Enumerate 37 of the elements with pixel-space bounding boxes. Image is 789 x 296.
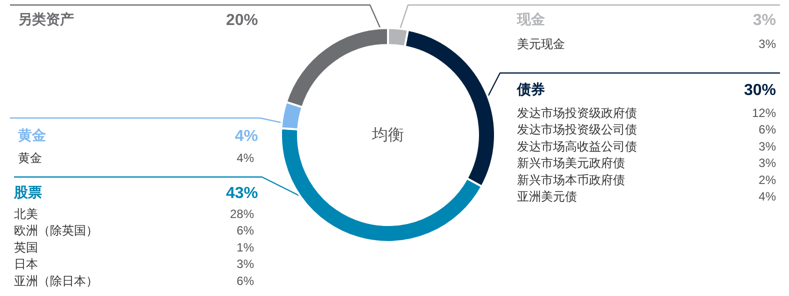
text: 美元现金 xyxy=(517,37,565,51)
text: 6% xyxy=(758,122,776,137)
text: 3% xyxy=(758,37,776,51)
slice-label: 另类资产 xyxy=(18,11,74,27)
slice-label: 现金 xyxy=(516,11,546,27)
data-label: 43% xyxy=(226,185,258,202)
slice-label: 黄金 xyxy=(17,127,47,143)
text: 28% xyxy=(230,207,254,221)
text: 发达市场投资级公司债 xyxy=(517,122,637,137)
text: 亚洲美元债 xyxy=(517,190,577,204)
text: 日本 xyxy=(14,257,38,272)
text: 均衡 xyxy=(371,127,404,144)
text: 2% xyxy=(758,172,776,187)
text: 欧洲（除英国） xyxy=(14,224,98,238)
text: 3% xyxy=(236,257,254,272)
text: 3% xyxy=(758,156,776,170)
text: 新兴市场本币政府债 xyxy=(517,172,625,187)
text: 6% xyxy=(236,224,254,238)
text: 发达市场投资级政府债 xyxy=(517,106,637,120)
text: 北美 xyxy=(14,207,38,221)
text: 发达市场高收益公司债 xyxy=(517,139,637,154)
text: 亚洲（除日本） xyxy=(14,274,98,288)
text: 4% xyxy=(236,151,254,165)
text: 3% xyxy=(758,139,776,154)
text: 黄金 xyxy=(18,151,42,165)
text: 6% xyxy=(236,274,254,288)
text: 1% xyxy=(236,240,254,254)
data-label: 20% xyxy=(226,12,258,29)
data-label: 4% xyxy=(234,128,258,145)
text: 12% xyxy=(752,106,776,120)
text: 新兴市场美元政府债 xyxy=(517,156,625,170)
slice-label: 股票 xyxy=(13,184,42,200)
slice-label: 债券 xyxy=(516,81,545,97)
data-label: 3% xyxy=(752,12,776,29)
text: 英国 xyxy=(14,240,38,254)
text: 4% xyxy=(758,190,776,204)
data-label: 30% xyxy=(744,82,776,99)
